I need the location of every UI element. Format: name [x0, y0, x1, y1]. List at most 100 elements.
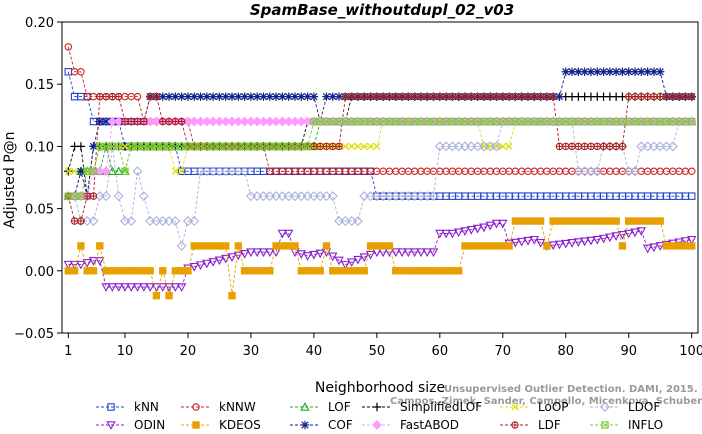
data-point — [606, 142, 614, 151]
x-tick-label: 90 — [620, 344, 637, 359]
data-point — [265, 92, 275, 101]
legend-item-odin: ODIN — [96, 418, 165, 432]
data-point — [328, 252, 338, 262]
data-point — [171, 92, 180, 101]
data-point — [113, 191, 124, 202]
data-point — [176, 240, 187, 251]
data-point — [499, 142, 507, 151]
data-point — [272, 242, 280, 250]
data-point — [203, 242, 211, 250]
data-point — [499, 242, 507, 250]
data-point — [265, 248, 275, 258]
legend-item-knn: kNN — [96, 400, 159, 414]
data-point — [656, 217, 664, 225]
data-point — [133, 92, 142, 101]
data-point — [114, 267, 123, 275]
data-point — [64, 68, 73, 76]
data-point — [605, 67, 615, 76]
data-point — [366, 142, 375, 151]
legend-label: kNNW — [219, 400, 256, 414]
data-point — [417, 92, 425, 101]
series-line — [68, 71, 692, 197]
data-point — [675, 242, 683, 250]
watermark-line2: Campos, Zimek, Sander, Campello, Micenko… — [390, 396, 702, 407]
series-line — [67, 46, 692, 172]
data-point — [70, 167, 79, 175]
data-point — [428, 191, 439, 202]
data-point — [335, 267, 343, 275]
data-point — [353, 255, 363, 265]
data-point — [404, 92, 413, 101]
data-point — [561, 67, 570, 76]
data-point — [126, 216, 137, 227]
data-point — [77, 192, 85, 200]
series-line — [68, 223, 692, 288]
data-point — [649, 67, 659, 76]
data-point — [139, 283, 149, 292]
data-point — [669, 242, 677, 250]
legend-item-cof: COF — [290, 418, 353, 432]
data-point — [328, 92, 337, 101]
series-kdeos — [64, 217, 696, 300]
data-point — [517, 217, 526, 225]
data-point — [611, 232, 621, 241]
y-tick-label: 0.20 — [25, 16, 54, 31]
data-point — [108, 267, 117, 275]
data-point — [480, 242, 488, 250]
data-point — [379, 242, 387, 250]
legend-label: LDF — [538, 418, 561, 432]
data-point — [145, 283, 155, 292]
legend-label: FastABOD — [400, 418, 459, 432]
data-point — [140, 267, 148, 275]
data-point — [184, 267, 192, 275]
data-point — [543, 242, 551, 250]
data-point — [516, 237, 527, 247]
data-point — [341, 267, 350, 275]
data-point — [214, 256, 225, 266]
data-point — [505, 92, 513, 101]
data-point — [492, 242, 501, 250]
data-point — [643, 217, 652, 225]
chart-title: SpamBase_withoutdupl_02_v03 — [250, 1, 514, 19]
data-point — [499, 92, 507, 101]
data-point — [650, 217, 658, 225]
data-point — [247, 267, 255, 275]
data-point — [561, 239, 571, 249]
data-point — [549, 117, 557, 126]
data-point — [303, 142, 312, 151]
data-point — [322, 92, 331, 101]
legend-marker — [192, 421, 200, 429]
data-point — [70, 267, 79, 275]
data-point — [643, 67, 652, 76]
data-point — [164, 92, 174, 101]
data-point — [505, 242, 513, 250]
data-point — [485, 221, 495, 231]
series-fastabod — [63, 116, 697, 202]
data-point — [662, 242, 671, 250]
legend-marker — [300, 402, 310, 411]
data-point — [120, 283, 130, 292]
data-point — [403, 248, 414, 258]
data-point — [631, 217, 639, 225]
data-point — [329, 142, 337, 151]
data-point — [568, 142, 576, 151]
data-point — [491, 141, 502, 152]
y-tick-label: 0.10 — [25, 140, 54, 155]
data-point — [190, 92, 199, 101]
legend-label: KDEOS — [219, 418, 261, 432]
data-point — [549, 217, 557, 225]
data-point — [246, 92, 256, 101]
data-point — [397, 248, 407, 258]
data-point — [688, 242, 696, 250]
legend-marker — [511, 403, 519, 411]
data-point — [548, 241, 558, 251]
legend-item-loop: LoOP — [500, 400, 569, 414]
data-point — [70, 217, 79, 225]
data-point — [316, 142, 324, 151]
data-point — [83, 267, 91, 275]
data-point — [258, 248, 269, 258]
data-point — [447, 229, 458, 239]
data-point — [536, 217, 545, 225]
data-point — [76, 260, 86, 270]
data-point — [486, 92, 494, 101]
